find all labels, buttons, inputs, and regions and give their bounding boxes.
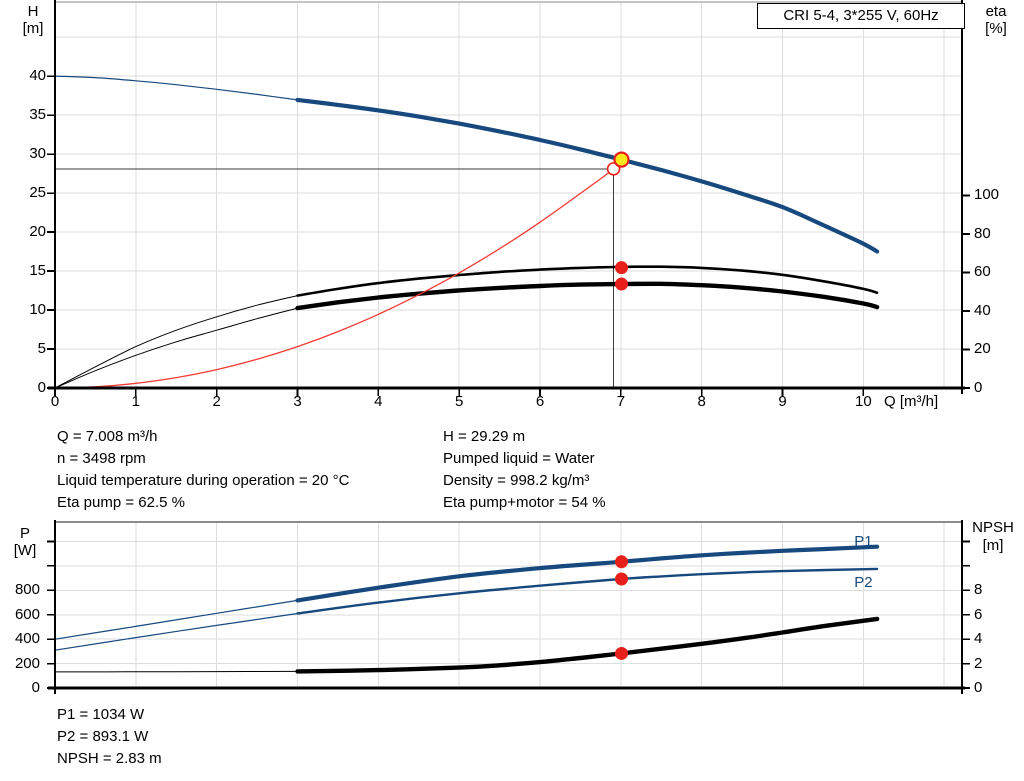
power-yleft-tick-label: 600 xyxy=(14,605,40,623)
p2-duty-marker xyxy=(615,572,629,586)
qh-yleft-tick-label: 25 xyxy=(29,184,46,202)
qh-yright-tick-label: 100 xyxy=(974,186,1000,204)
qh-chart xyxy=(47,0,970,396)
npsh-axis-title: NPSH xyxy=(972,519,1014,536)
p-axis-unit: [W] xyxy=(13,542,37,559)
p1-curve-extended xyxy=(54,599,299,640)
power-yleft-tick-label: 200 xyxy=(14,654,40,672)
info-eta-pump-motor: Eta pump+motor = 54 % xyxy=(443,494,606,511)
qh-x-tick-label: 2 xyxy=(212,393,221,410)
info-h: H = 29.29 m xyxy=(443,428,526,445)
eta-pump xyxy=(296,265,879,297)
eta-pump-extended xyxy=(54,295,298,389)
qh-yright-tick-label: 60 xyxy=(974,263,991,281)
npsh-duty-marker xyxy=(615,646,629,660)
duty-point xyxy=(613,151,630,168)
qh-x-tick-label: 0 xyxy=(50,393,60,410)
head-curve-extended xyxy=(54,75,299,101)
power-info: P1 = 1034 W P2 = 893.1 W NPSH = 2.83 m xyxy=(57,704,162,770)
qh-x-tick-label: 9 xyxy=(778,393,787,410)
duty-info-left: Q = 7.008 m³/h n = 3498 rpm Liquid tempe… xyxy=(57,426,349,514)
qh-yleft-tick-label: 30 xyxy=(29,145,46,163)
eta-axis-title: eta xyxy=(985,3,1007,20)
power-yright-tick-label: 0 xyxy=(974,679,983,696)
qh-yright-tick-label: 0 xyxy=(974,379,983,396)
qh-yright-tick-label: 40 xyxy=(974,301,991,319)
p-axis-title: P xyxy=(19,525,30,542)
qh-yleft-tick-label: 20 xyxy=(29,223,46,241)
curve-label-p1: P1 xyxy=(854,532,873,550)
qh-x-tick-label: 10 xyxy=(855,393,872,410)
npsh-curve-extended xyxy=(54,670,298,673)
h-axis-title: H xyxy=(27,3,39,20)
duty-info-right: H = 29.29 m Pumped liquid = Water Densit… xyxy=(443,426,606,514)
qh-yright-tick-label: 80 xyxy=(974,224,991,242)
p2-curve-extended xyxy=(54,612,299,651)
power-yleft-tick-label: 0 xyxy=(31,679,40,696)
qh-x-tick-label: 1 xyxy=(131,393,140,410)
eta-pump-duty-marker xyxy=(615,261,629,275)
info-p1: P1 = 1034 W xyxy=(57,706,145,723)
eta-pump-motor xyxy=(295,281,880,311)
info-liquid-temp: Liquid temperature during operation = 20… xyxy=(57,472,350,489)
qh-x-tick-label: 3 xyxy=(293,393,302,410)
power-yleft-tick-label: 800 xyxy=(14,581,40,599)
info-q: Q = 7.008 m³/h xyxy=(57,428,158,445)
q-axis-label: Q [m³/h] xyxy=(884,393,939,410)
power-yright-tick-label: 8 xyxy=(974,581,983,599)
info-speed: n = 3498 rpm xyxy=(57,450,146,467)
info-density: Density = 998.2 kg/m³ xyxy=(443,472,590,489)
power-yright-tick-label: 2 xyxy=(974,654,983,672)
qh-x-tick-label: 4 xyxy=(374,393,383,410)
head-curve xyxy=(295,97,880,254)
qh-x-tick-label: 6 xyxy=(535,393,545,410)
qh-x-tick-label: 5 xyxy=(455,393,464,410)
qh-yleft-tick-label: 35 xyxy=(29,106,46,124)
power-yright-tick-label: 6 xyxy=(974,605,983,623)
qh-yleft-tick-label: 10 xyxy=(29,301,46,319)
qh-yleft-tick-label: 40 xyxy=(29,67,46,85)
power-chart xyxy=(47,520,970,694)
qh-x-tick-label: 8 xyxy=(697,393,706,410)
pump-designation-box: CRI 5-4, 3*255 V, 60Hz xyxy=(757,3,965,29)
power-axes xyxy=(47,520,970,694)
eta-pump-motor-duty-marker xyxy=(615,277,629,291)
qh-yleft-tick-label: 5 xyxy=(37,340,46,357)
h-axis-unit: [m] xyxy=(22,20,44,37)
p2-curve xyxy=(296,567,879,615)
p1-duty-marker xyxy=(615,555,629,569)
power-yleft-tick-label: 400 xyxy=(14,630,40,648)
npsh-axis-unit: [m] xyxy=(982,537,1004,554)
qh-x-tick-label: 7 xyxy=(616,393,626,410)
info-pumped-liquid: Pumped liquid = Water xyxy=(443,450,595,467)
info-eta-pump: Eta pump = 62.5 % xyxy=(57,494,185,511)
power-yright-tick-label: 4 xyxy=(974,630,983,648)
qh-yleft-tick-label: 0 xyxy=(37,379,46,396)
info-npsh: NPSH = 2.83 m xyxy=(57,750,162,767)
eta-axis-unit: [%] xyxy=(985,20,1007,37)
duty-crosshair xyxy=(55,168,615,388)
qh-yleft-tick-label: 15 xyxy=(29,262,46,280)
info-p2: P2 = 893.1 W xyxy=(57,728,149,745)
p1-curve xyxy=(295,544,880,603)
qh-yright-tick-label: 20 xyxy=(974,340,991,358)
qh-gridlines xyxy=(55,2,962,388)
curve-label-p2: P2 xyxy=(854,574,873,592)
eta-pump-motor-extended xyxy=(54,307,298,389)
system-curve xyxy=(54,158,623,389)
qh-axes xyxy=(47,0,970,396)
